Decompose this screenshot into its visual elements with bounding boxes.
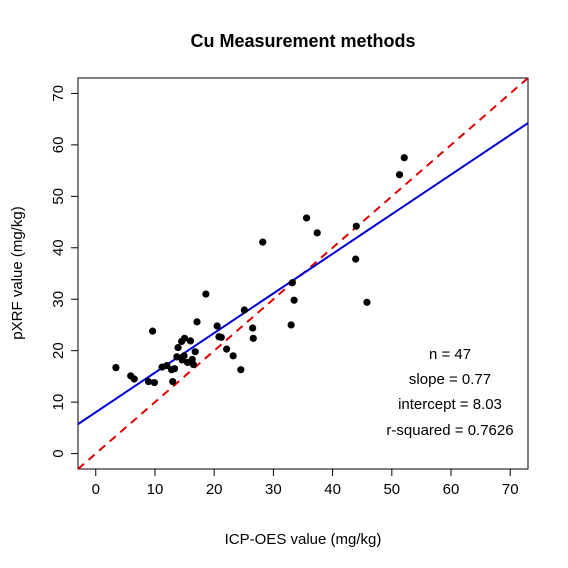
data-point (180, 334, 189, 342)
y-tick-label: 30 (50, 291, 67, 308)
data-point (193, 318, 201, 326)
y-tick-label: 60 (50, 137, 67, 154)
data-point (186, 337, 195, 345)
data-point (169, 377, 177, 386)
data-point (189, 360, 198, 369)
y-tick-label: 40 (50, 239, 67, 256)
data-point (150, 378, 158, 387)
data-point (249, 334, 257, 342)
chart-title: Cu Measurement methods (190, 31, 415, 51)
fit-lines (78, 78, 528, 469)
data-point (259, 238, 267, 246)
y-tick-label: 20 (50, 342, 67, 359)
data-point (173, 353, 181, 361)
plot-frame (77, 77, 529, 470)
data-point (191, 348, 199, 356)
stat-intercept: intercept = 8.03 (398, 396, 502, 413)
data-point (213, 322, 221, 330)
data-point (395, 171, 404, 179)
stat-r-squared: r-squared = 0.7626 (386, 422, 513, 439)
x-tick-label: 20 (206, 481, 223, 498)
data-point (237, 366, 245, 374)
data-point (249, 324, 257, 332)
x-tick-label: 0 (92, 481, 100, 498)
data-point (288, 279, 296, 287)
data-point (130, 375, 138, 383)
stat-slope: slope = 0.77 (409, 371, 491, 388)
data-point (202, 290, 210, 298)
y-tick-label: 0 (50, 449, 67, 457)
data-point (290, 296, 298, 304)
stats-annotation: n = 47 slope = 0.77 intercept = 8.03 r-s… (386, 346, 513, 439)
x-tick-label: 70 (502, 481, 519, 498)
data-point (400, 154, 408, 162)
data-point (170, 365, 179, 373)
x-tick-label: 30 (265, 481, 282, 498)
y-tick-label: 50 (50, 188, 67, 205)
data-point (144, 377, 153, 386)
x-tick-label: 60 (443, 481, 460, 498)
x-tick-label: 40 (324, 481, 341, 498)
data-point (149, 327, 157, 335)
y-tick-label: 10 (50, 394, 67, 411)
data-point (352, 222, 360, 230)
y-axis: 0 10 20 30 40 50 60 70 (50, 85, 78, 458)
x-tick-label: 10 (147, 481, 164, 498)
x-axis-label: ICP-OES value (mg/kg) (225, 531, 382, 548)
data-point (174, 343, 182, 352)
y-tick-label: 70 (50, 85, 67, 102)
stat-n: n = 47 (429, 346, 471, 363)
data-point (229, 352, 237, 360)
data-points (112, 154, 408, 387)
x-tick-label: 50 (383, 481, 400, 498)
regression-line (78, 122, 528, 425)
data-point (112, 364, 120, 372)
data-point (180, 352, 188, 360)
x-axis: 0 10 20 30 40 50 60 70 (92, 469, 519, 498)
data-point (240, 306, 248, 314)
data-point (223, 345, 231, 353)
data-point (163, 361, 171, 370)
data-point (313, 229, 321, 237)
y-axis-label: pXRF value (mg/kg) (9, 206, 26, 339)
data-point (217, 333, 225, 341)
data-point (363, 298, 371, 306)
data-point (287, 321, 295, 329)
data-point (352, 255, 360, 263)
data-point (302, 214, 311, 222)
